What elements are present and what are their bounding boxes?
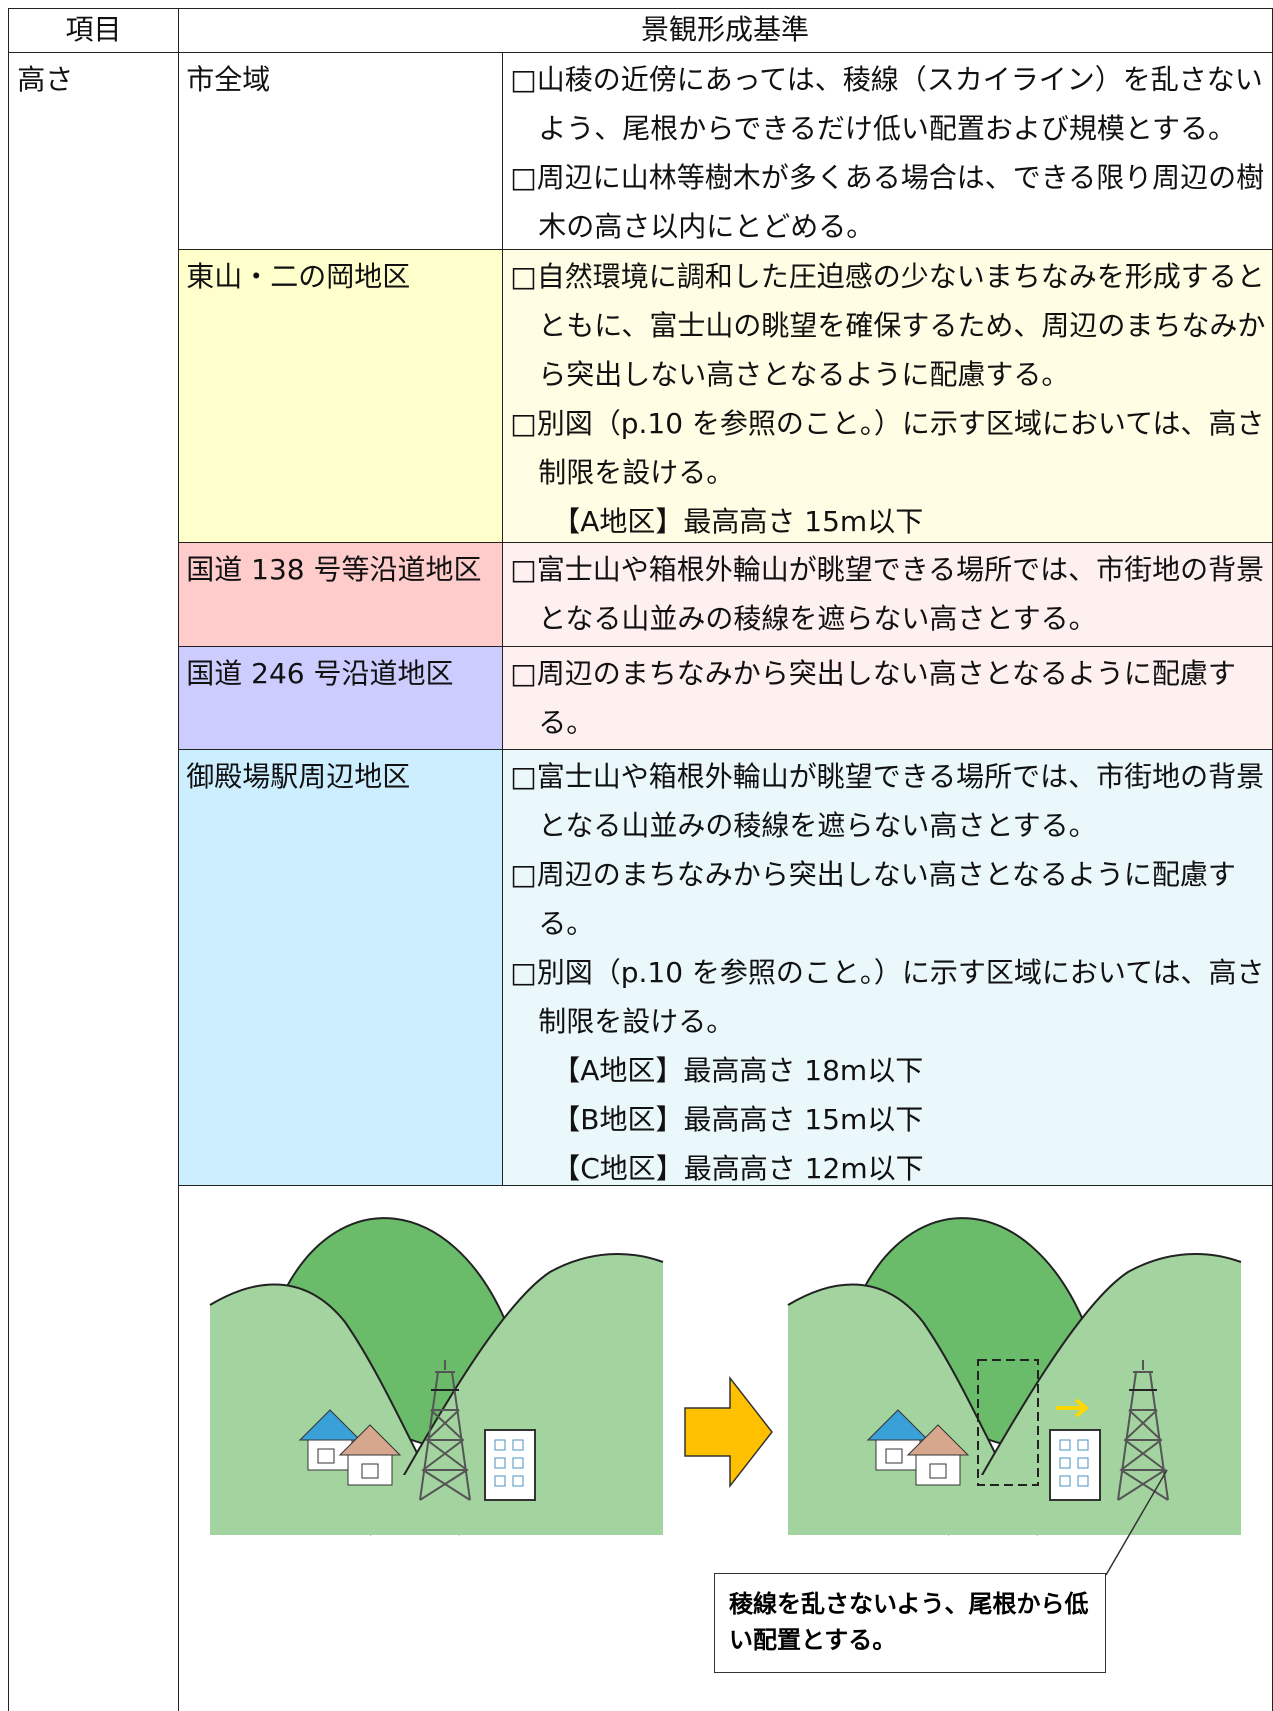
limit-line: 【A地区】最高高さ 18m以下 xyxy=(552,1054,924,1088)
criteria-cell: □富士山や箱根外輪山が眺望できる場所では、市街地の背景となる山並みの稜線を遮らな… xyxy=(501,748,1273,1186)
criteria-text: □周辺に山林等樹木が多くある場合は、できる限り周辺の樹木の高さ以内にとどめる。 xyxy=(510,161,1265,244)
criteria-cell: □周辺のまちなみから突出しない高さとなるように配慮する。 xyxy=(501,645,1273,750)
limit-line: 【B地区】最高高さ 15m以下 xyxy=(552,1103,924,1137)
criteria-cell: □自然環境に調和した圧迫感の少ないまちなみを形成するとともに、富士山の眺望を確保… xyxy=(501,248,1273,543)
item-label: 高さ xyxy=(8,51,179,1711)
criteria-text: □山稜の近傍にあっては、稜線（スカイライン）を乱さないよう、尾根からできるだけ低… xyxy=(510,63,1263,146)
limit-line: 【C地区】最高高さ 12m以下 xyxy=(552,1152,924,1186)
criteria-text: □富士山や箱根外輪山が眺望できる場所では、市街地の背景となる山並みの稜線を遮らな… xyxy=(510,553,1265,636)
header-item: 項目 xyxy=(8,8,179,53)
criteria-cell: □山稜の近傍にあっては、稜線（スカイライン）を乱さないよう、尾根からできるだけ低… xyxy=(501,51,1273,250)
area-label: 市全域 xyxy=(177,51,503,250)
criteria-text: □別図（p.10 を参照のこと。）に示す区域においては、高さ制限を設ける。 xyxy=(510,407,1265,490)
area-label: 国道 138 号等沿道地区 xyxy=(177,541,503,647)
criteria-text: □富士山や箱根外輪山が眺望できる場所では、市街地の背景となる山並みの稜線を遮らな… xyxy=(510,760,1265,843)
criteria-cell: □富士山や箱根外輪山が眺望できる場所では、市街地の背景となる山並みの稜線を遮らな… xyxy=(501,541,1273,647)
limit-line: 【A地区】最高高さ 15m以下 xyxy=(552,505,924,539)
area-label: 御殿場駅周辺地区 xyxy=(177,748,503,1186)
criteria-text: □別図（p.10 を参照のこと。）に示す区域においては、高さ制限を設ける。 xyxy=(510,956,1265,1039)
area-label: 東山・二の岡地区 xyxy=(177,248,503,543)
criteria-text: □周辺のまちなみから突出しない高さとなるように配慮する。 xyxy=(510,657,1236,740)
area-label: 国道 246 号沿道地区 xyxy=(177,645,503,750)
criteria-text: □周辺のまちなみから突出しない高さとなるように配慮する。 xyxy=(510,858,1236,941)
criteria-text: □自然環境に調和した圧迫感の少ないまちなみを形成するとともに、富士山の眺望を確保… xyxy=(510,260,1266,392)
caption: 稜線を乱さないよう、尾根から低い配置とする。 xyxy=(714,1573,1106,1673)
header-criteria: 景観形成基準 xyxy=(177,8,1273,53)
